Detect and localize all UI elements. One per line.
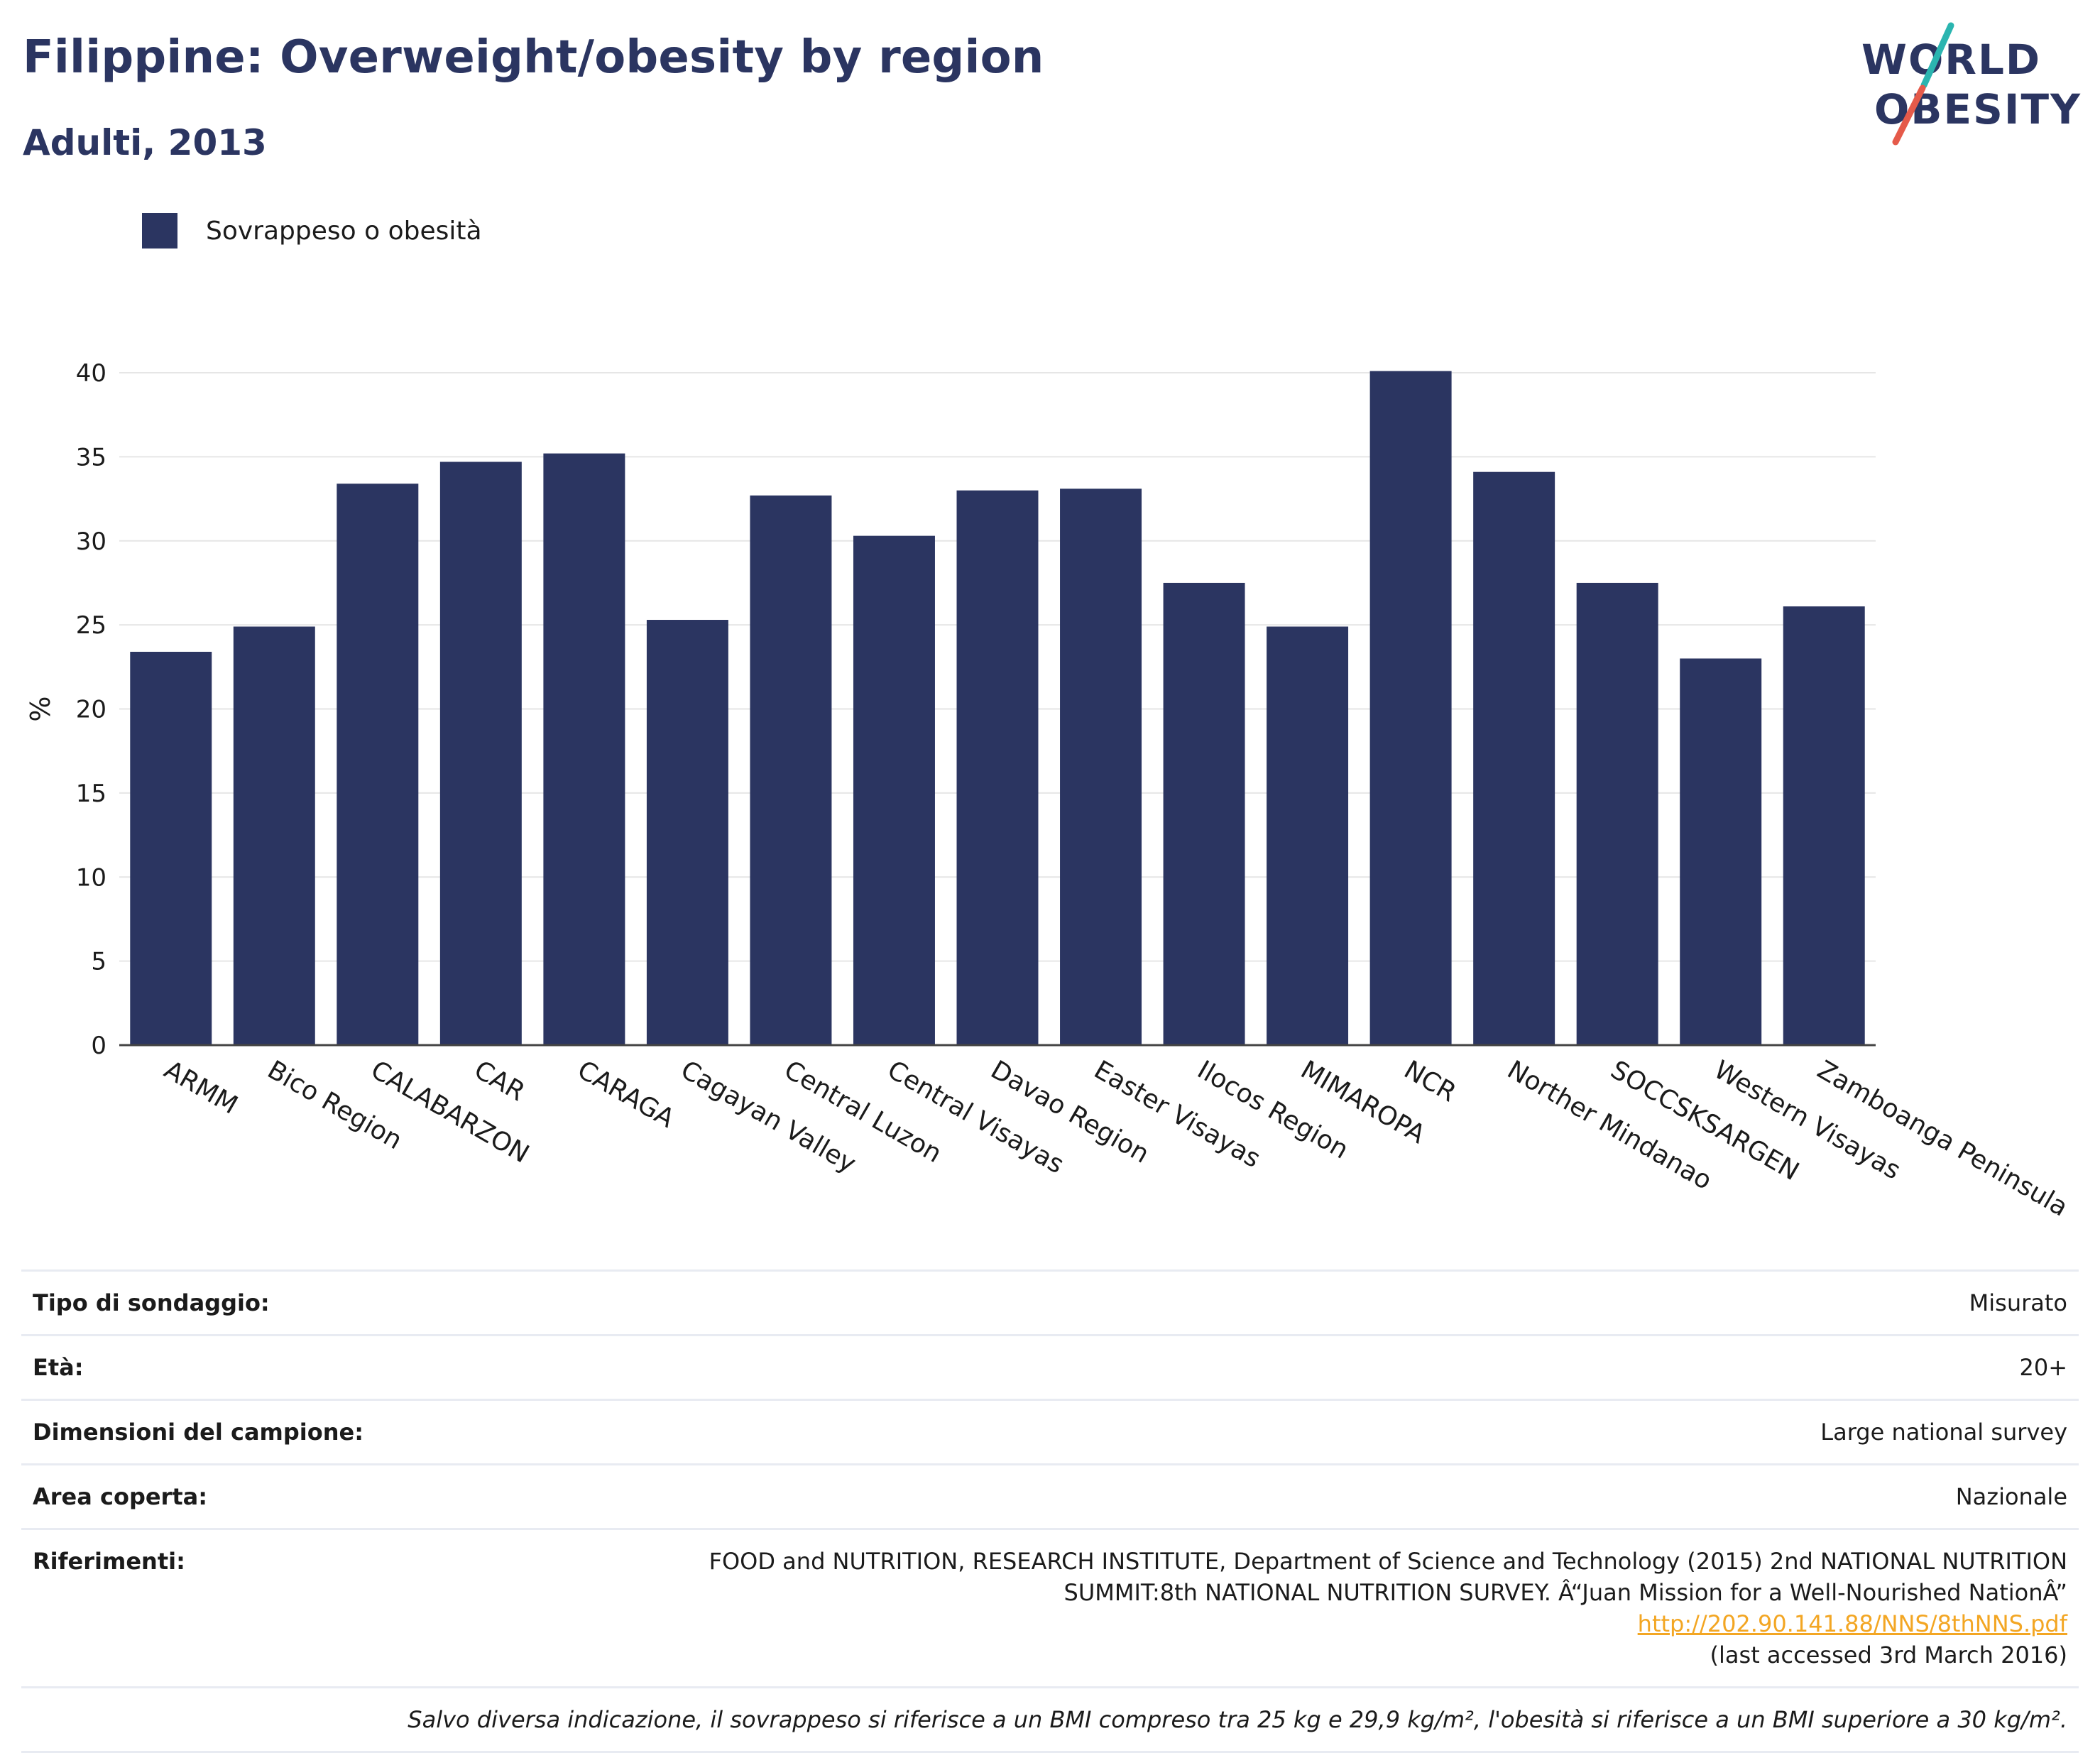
legend-swatch bbox=[142, 213, 177, 249]
y-tick-label: 20 bbox=[76, 696, 106, 724]
bar bbox=[1267, 626, 1349, 1045]
info-table: Tipo di sondaggio: Misurato Età: 20+ Dim… bbox=[21, 1269, 2079, 1753]
survey-type-label: Tipo di sondaggio: bbox=[33, 1289, 270, 1316]
bar bbox=[1369, 371, 1452, 1045]
bar bbox=[439, 462, 522, 1045]
info-row-sample-size: Dimensioni del campione: Large national … bbox=[21, 1399, 2079, 1463]
y-tick-label: 10 bbox=[76, 863, 106, 892]
logo-text-line1: WORLD bbox=[1861, 36, 2042, 84]
bar bbox=[1783, 606, 1865, 1045]
y-tick-label: 0 bbox=[91, 1032, 106, 1060]
y-tick-label: 5 bbox=[91, 948, 106, 976]
age-label: Età: bbox=[33, 1354, 84, 1381]
bar bbox=[1473, 471, 1555, 1045]
references-text-line2: SUMMIT:8th NATIONAL NUTRITION SURVEY. Â“… bbox=[1063, 1579, 2067, 1606]
chart-title: Filippine: Overweight/obesity by region bbox=[23, 31, 1044, 84]
logo-slash-icon bbox=[1892, 22, 1954, 146]
x-tick-label: CARAGA bbox=[572, 1055, 679, 1134]
bar bbox=[337, 484, 419, 1045]
info-row-area: Area coperta: Nazionale bbox=[21, 1463, 2079, 1528]
y-tick-label: 25 bbox=[76, 611, 106, 640]
sample-size-label: Dimensioni del campione: bbox=[33, 1419, 364, 1446]
info-row-references: Riferimenti: FOOD and NUTRITION, RESEARC… bbox=[21, 1528, 2079, 1686]
references-text-line3: (last accessed 3rd March 2016) bbox=[1710, 1642, 2067, 1669]
bmi-note: Salvo diversa indicazione, il sovrappeso… bbox=[408, 1706, 2067, 1733]
bar bbox=[1060, 488, 1142, 1045]
references-value: FOOD and NUTRITION, RESEARCH INSTITUTE, … bbox=[647, 1546, 2067, 1671]
bar bbox=[956, 490, 1039, 1045]
chart-legend: Sovrappeso o obesità bbox=[142, 213, 482, 249]
x-tick-label: Western Visayas bbox=[1709, 1055, 1905, 1185]
area-value: Nazionale bbox=[1955, 1483, 2067, 1510]
y-tick-label: 35 bbox=[76, 443, 106, 471]
references-label: Riferimenti: bbox=[33, 1548, 185, 1575]
bar bbox=[1576, 582, 1658, 1045]
y-tick-label: 30 bbox=[76, 528, 106, 556]
area-label: Area coperta: bbox=[33, 1483, 208, 1510]
bar bbox=[750, 495, 832, 1045]
bar bbox=[646, 620, 728, 1045]
bar bbox=[130, 652, 212, 1045]
y-axis-label: % bbox=[25, 696, 56, 721]
world-obesity-logo: WORLD OBESITY bbox=[1853, 20, 2087, 155]
x-tick-label: CAR bbox=[469, 1055, 530, 1107]
bar bbox=[853, 535, 935, 1045]
survey-type-value: Misurato bbox=[1969, 1289, 2067, 1316]
chart-subtitle: Adulti, 2013 bbox=[23, 122, 267, 163]
info-row-note: Salvo diversa indicazione, il sovrappeso… bbox=[21, 1686, 2079, 1753]
legend-label: Sovrappeso o obesità bbox=[206, 216, 482, 246]
x-tick-label: Central Visayas bbox=[882, 1055, 1068, 1179]
sample-size-value: Large national survey bbox=[1820, 1419, 2067, 1446]
bar bbox=[543, 453, 625, 1045]
references-text-line1: FOOD and NUTRITION, RESEARCH INSTITUTE, … bbox=[709, 1548, 2067, 1575]
bar bbox=[1680, 658, 1762, 1045]
info-row-age: Età: 20+ bbox=[21, 1334, 2079, 1399]
info-row-survey-type: Tipo di sondaggio: Misurato bbox=[21, 1269, 2079, 1334]
x-tick-label: NCR bbox=[1399, 1055, 1461, 1108]
bar bbox=[233, 626, 315, 1045]
y-tick-label: 40 bbox=[76, 359, 106, 388]
y-tick-label: 15 bbox=[76, 780, 106, 808]
x-tick-label: ARMM bbox=[159, 1055, 242, 1120]
age-value: 20+ bbox=[2019, 1354, 2067, 1381]
bar bbox=[1163, 582, 1245, 1045]
references-link[interactable]: http://202.90.141.88/NNS/8thNNS.pdf bbox=[1637, 1610, 2067, 1637]
x-tick-label: Cagayan Valley bbox=[676, 1055, 860, 1179]
